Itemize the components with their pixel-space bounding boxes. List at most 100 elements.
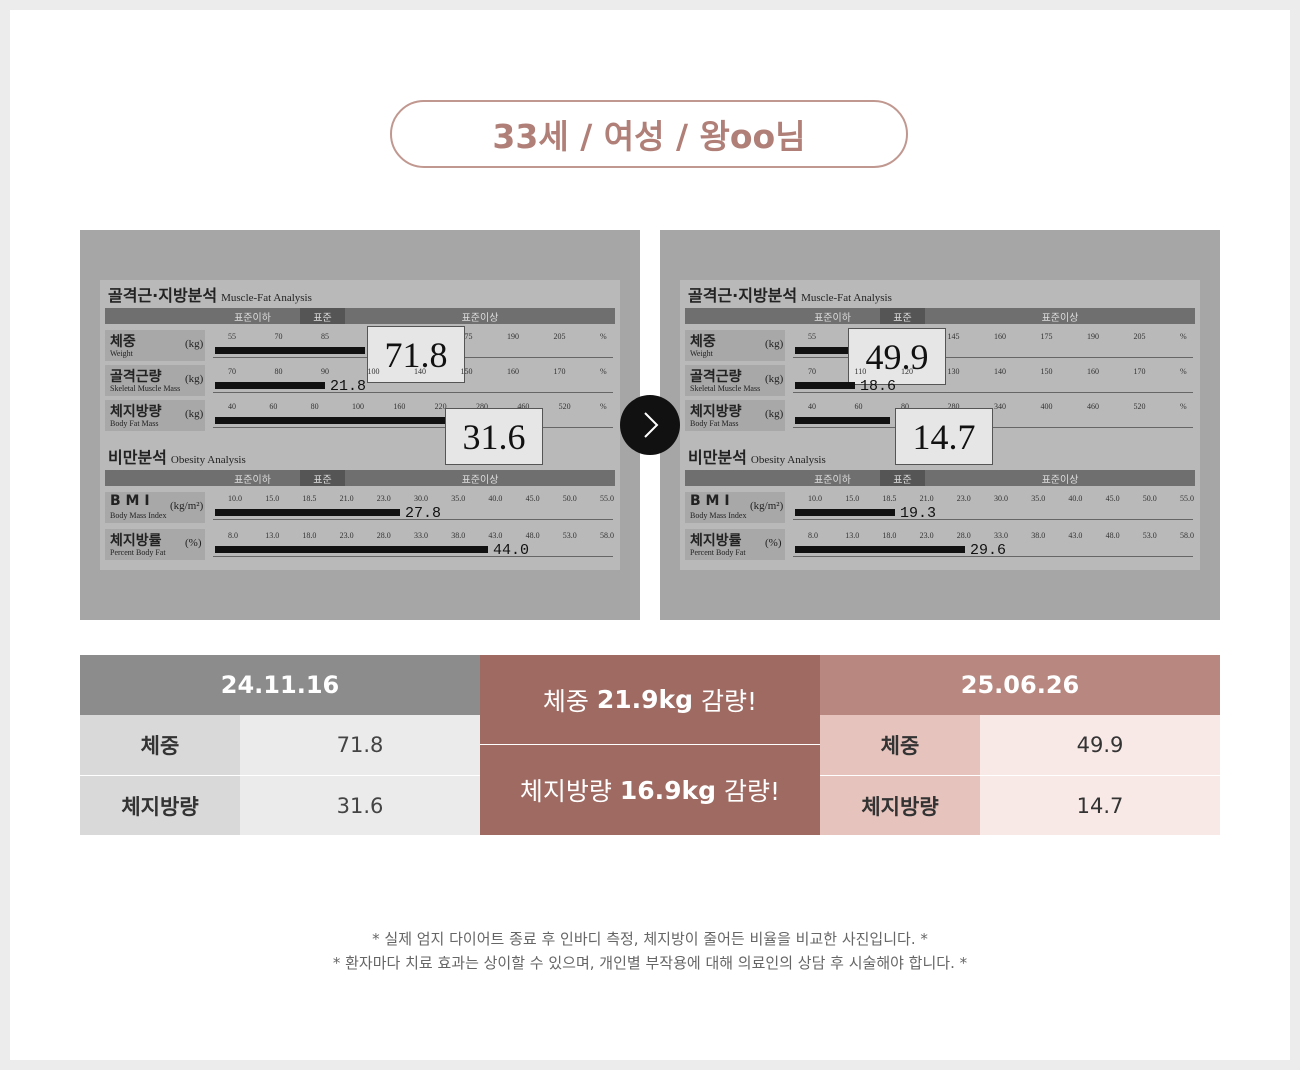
row-bg	[685, 400, 785, 431]
change-suffix: 감량!	[724, 777, 781, 806]
section-subtitle: Muscle-Fat Analysis	[801, 292, 892, 304]
row-label: 체지방량	[80, 775, 240, 835]
row-sublabel: Skeletal Muscle Mass	[690, 384, 761, 393]
row-label: 체지방률	[110, 533, 162, 549]
next-arrow[interactable]	[620, 395, 680, 455]
scale-label: 280	[947, 402, 960, 411]
row-value: 31.6	[240, 775, 480, 835]
scale-label: 43.0	[1068, 531, 1083, 540]
row-bg	[685, 492, 785, 523]
band-spacer	[105, 308, 205, 324]
footnote: * 환자마다 치료 효과는 상이할 수 있으며, 개인별 부작용에 대해 의료인…	[332, 954, 968, 972]
footnote: * 실제 엄지 다이어트 종료 후 인바디 측정, 체지방이 줄어든 비율을 비…	[372, 930, 928, 948]
scale-label: 60	[269, 402, 278, 411]
scale-label: 48.0	[1105, 531, 1120, 540]
scale-label: 340	[994, 402, 1006, 411]
scale-label: 160	[994, 332, 1006, 341]
scale-label: 520	[1133, 402, 1146, 411]
scale-label: 45.0	[1105, 494, 1120, 503]
highlighted-value: 14.7	[895, 408, 993, 465]
scale-label: 55	[228, 332, 236, 341]
scale-label: 175	[1040, 332, 1053, 341]
scale-line	[793, 519, 1193, 520]
scale-label: %	[600, 402, 607, 411]
scale-label: 60	[854, 402, 863, 411]
scale-label: 10.0	[228, 494, 242, 503]
scale-label: 150	[1040, 367, 1053, 376]
scale-label: 400	[1040, 402, 1053, 411]
result-bar	[795, 509, 895, 516]
row-unit: (%)	[765, 537, 782, 549]
row-unit: (kg)	[765, 338, 784, 350]
scale-line	[213, 556, 613, 557]
scale-label: 21.0	[919, 494, 934, 503]
row-label: 체지방량	[820, 775, 980, 835]
scale-label: 33.0	[994, 531, 1008, 540]
row-value: 49.9	[980, 715, 1220, 775]
row-unit: (kg)	[185, 338, 204, 350]
result-bar	[215, 347, 365, 354]
result-value: 27.8	[405, 505, 442, 522]
row-label: 체중	[80, 715, 240, 775]
change-item: 체중	[542, 686, 589, 716]
scale-label: 110	[854, 367, 867, 376]
scale-label: 50.0	[562, 494, 577, 503]
scale-label: 80	[310, 402, 319, 411]
row-sublabel: Body Fat Mass	[110, 419, 159, 428]
row-bg	[685, 330, 785, 361]
row-bg	[685, 529, 785, 560]
scale-line	[213, 392, 613, 393]
scale-label: 70	[808, 367, 816, 376]
row-value: 14.7	[980, 775, 1220, 835]
scale-label: 55	[808, 332, 816, 341]
scale-label: 170	[553, 367, 566, 376]
band-label: 표준이상	[925, 308, 1195, 324]
result-value: 19.3	[900, 505, 937, 522]
scale-label: 38.0	[1031, 531, 1046, 540]
scale-label: 53.0	[1142, 531, 1157, 540]
row-unit: (kg)	[765, 373, 784, 385]
row-label: 체중	[820, 715, 980, 775]
change-item: 체지방량	[519, 777, 612, 806]
band-label: 표준	[880, 308, 925, 324]
band-spacer	[105, 470, 205, 486]
scale-label: 35.0	[1031, 494, 1046, 503]
scale-label: 40	[808, 402, 816, 411]
scale-label: 90	[321, 367, 329, 376]
scale-label: 40.0	[1068, 494, 1083, 503]
row-bg	[105, 365, 205, 396]
result-bar	[215, 417, 450, 424]
before-scan-panel: 골격근·지방분석 Muscle-Fat Analysis 표준이하 표준 표준이상 체중 W…	[80, 230, 640, 620]
scale-label: %	[600, 332, 607, 341]
section-title: 비만분석 Obesity Analysis	[108, 444, 246, 468]
result-bar	[795, 347, 850, 354]
band-label: 표준이하	[785, 470, 880, 486]
scale-label: 48.0	[525, 531, 540, 540]
highlighted-value: 49.9	[848, 328, 946, 385]
scale-label: 8.0	[228, 531, 238, 540]
change-suffix: 감량!	[701, 686, 758, 716]
scale-label: 23.0	[339, 531, 354, 540]
band-spacer	[685, 470, 785, 486]
row-sublabel: Body Mass Index	[110, 511, 167, 520]
scale-label: 85	[321, 332, 329, 341]
row-label: B M I	[110, 493, 150, 509]
scale-label: 35.0	[451, 494, 466, 503]
scale-label: 18.5	[882, 494, 897, 503]
row-sublabel: Percent Body Fat	[110, 548, 166, 557]
section-subtitle: Obesity Analysis	[170, 454, 246, 466]
row-unit: (kg/m²)	[750, 500, 784, 512]
row-bg	[105, 330, 205, 361]
scale-line	[793, 427, 1193, 428]
section-title: 골격근·지방분석 Muscle-Fat Analysis	[108, 282, 312, 306]
row-bg	[105, 400, 205, 431]
result-bar	[215, 382, 325, 389]
band-label: 표준이하	[785, 308, 880, 324]
scale-label: 8.0	[808, 531, 818, 540]
scale-line	[213, 519, 613, 520]
scale-line	[793, 357, 1193, 358]
result-value: 21.8	[330, 378, 367, 395]
section-title-text: 비만분석	[688, 448, 747, 467]
result-bar	[795, 382, 855, 389]
